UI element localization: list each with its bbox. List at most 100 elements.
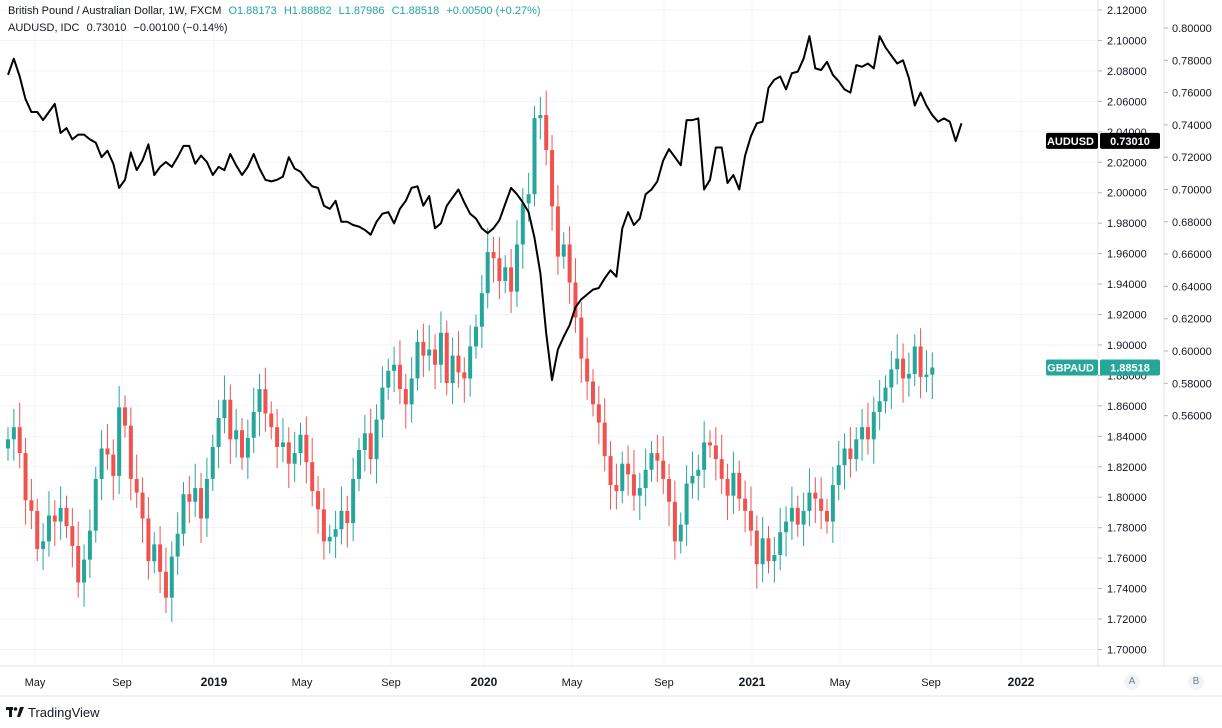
candle-body xyxy=(906,373,911,379)
candle-body xyxy=(649,453,654,470)
candle-body xyxy=(842,448,847,466)
candle-body xyxy=(667,478,672,502)
candle-body xyxy=(626,463,631,475)
time-tick-label: May xyxy=(830,677,851,689)
gbpaud-title: British Pound / Australian Dollar, 1W, F… xyxy=(8,5,222,17)
candle-body xyxy=(591,381,595,405)
left-tick-label: 1.92000 xyxy=(1107,310,1147,322)
scale-b-button[interactable]: B xyxy=(1188,674,1204,690)
gbpaud-label: GBPAUD xyxy=(1047,363,1094,375)
candle-body xyxy=(181,494,186,534)
time-tick-label: 2020 xyxy=(471,675,498,689)
candle-body xyxy=(99,448,104,479)
candle-body xyxy=(199,488,204,519)
candle-body xyxy=(725,478,730,496)
candle-body xyxy=(784,521,789,533)
candle-body xyxy=(117,407,122,476)
gbpaud-last-value: 1.88518 xyxy=(1110,363,1150,375)
candle-body xyxy=(468,346,473,379)
candle-body xyxy=(58,507,63,522)
candle-body xyxy=(672,501,677,542)
candle-body xyxy=(345,510,350,524)
tradingview-branding[interactable]: TradingView xyxy=(6,705,100,720)
time-tick-label: May xyxy=(292,677,313,689)
candle-body xyxy=(257,389,262,412)
candle-body xyxy=(17,427,22,454)
chart-legend: British Pound / Australian Dollar, 1W, F… xyxy=(8,3,545,37)
candle-body xyxy=(614,485,619,492)
candle-body xyxy=(456,355,461,373)
candle-body xyxy=(462,372,467,379)
candle-body xyxy=(280,442,285,447)
right-tick-label: 0.64000 xyxy=(1172,281,1212,293)
candle-body xyxy=(222,399,227,419)
candle-body xyxy=(87,530,92,560)
time-tick-label: Sep xyxy=(921,677,941,689)
candle-body xyxy=(444,332,449,384)
time-tick-label: Sep xyxy=(112,677,132,689)
candle-body xyxy=(403,389,408,405)
candle-body xyxy=(637,488,642,496)
candle-body xyxy=(29,500,34,511)
left-tick-label: 2.10000 xyxy=(1107,35,1147,47)
candle-body xyxy=(23,453,28,501)
candle-body xyxy=(76,545,81,583)
candle-body xyxy=(883,387,888,402)
tradingview-name: TradingView xyxy=(28,705,100,720)
scale-a-button[interactable]: A xyxy=(1124,674,1140,690)
audusd-last-value: 0.73010 xyxy=(1110,136,1150,148)
candle-body xyxy=(567,244,572,283)
candle-body xyxy=(573,282,578,318)
candle-body xyxy=(514,244,519,292)
left-tick-label: 1.98000 xyxy=(1107,218,1147,230)
left-tick-label: 1.90000 xyxy=(1107,340,1147,352)
candle-body xyxy=(146,518,151,562)
gbpaud-candles xyxy=(6,90,935,623)
right-tick-label: 0.76000 xyxy=(1172,88,1212,100)
candle-body xyxy=(497,258,502,282)
left-tick-label: 1.84000 xyxy=(1107,431,1147,443)
candle-body xyxy=(52,515,57,522)
candle-body xyxy=(830,485,835,522)
tradingview-logo-icon xyxy=(6,706,24,717)
candle-body xyxy=(643,469,648,489)
candle-body xyxy=(275,427,280,447)
audusd-last: 0.73010 xyxy=(86,22,127,34)
left-tick-label: 1.82000 xyxy=(1107,462,1147,474)
candle-body xyxy=(64,507,69,527)
time-tick-label: 2019 xyxy=(201,675,228,689)
candle-body xyxy=(819,498,824,511)
candle-body xyxy=(836,465,841,486)
candle-body xyxy=(474,326,478,347)
gbpaud-last-price-label: GBPAUD 1.88518 xyxy=(1046,359,1160,376)
time-axis[interactable]: May Sep 2019 May Sep 2020 May Sep 2021 May Sep 2022 xyxy=(25,675,1035,689)
candle-body xyxy=(263,389,268,414)
candle-body xyxy=(327,536,332,542)
candle-body xyxy=(778,532,783,556)
left-tick-label: 1.80000 xyxy=(1107,492,1147,504)
candle-body xyxy=(807,492,812,511)
candle-body xyxy=(550,150,555,207)
candle-body xyxy=(860,427,865,440)
gbpaud-close: C1.88518 xyxy=(391,5,440,17)
candle-body xyxy=(696,469,701,476)
candle-body xyxy=(193,488,198,502)
left-price-axis[interactable]: 2.120002.100002.080002.060002.040002.020… xyxy=(1098,5,1147,656)
left-tick-label: 2.08000 xyxy=(1107,66,1147,78)
candle-body xyxy=(304,434,309,463)
right-tick-label: 0.74000 xyxy=(1172,120,1212,132)
gbpaud-high: H1.88882 xyxy=(283,5,332,17)
right-price-axis[interactable]: 0.80000 0.78000 0.76000 0.74000 0.72000 0.700… xyxy=(1164,23,1212,423)
left-tick-label: 1.86000 xyxy=(1107,401,1147,413)
candle-body xyxy=(310,462,315,492)
right-tick-label: 0.70000 xyxy=(1172,185,1212,197)
left-tick-label: 1.94000 xyxy=(1107,279,1147,291)
candle-body xyxy=(485,252,490,294)
candle-body xyxy=(339,510,344,530)
candle-body xyxy=(708,442,712,446)
candle-body xyxy=(175,533,180,557)
candle-body xyxy=(737,472,742,499)
candle-body xyxy=(140,492,145,519)
candle-body xyxy=(555,206,560,257)
